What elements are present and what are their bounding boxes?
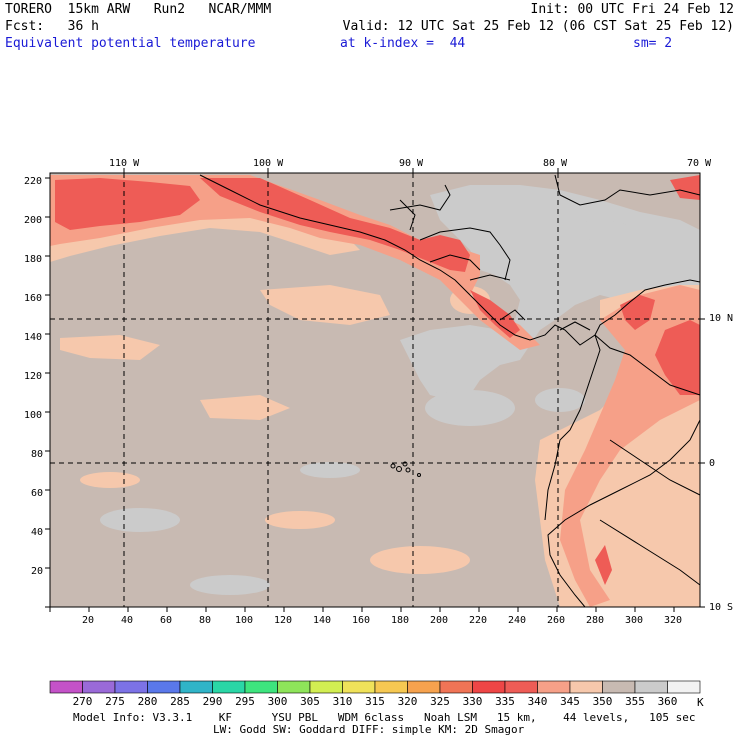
bottom-axis-label: 80 <box>199 615 212 626</box>
bottom-axis-label: 260 <box>547 615 566 626</box>
colorbar-swatch <box>82 680 116 694</box>
colorbar-label: 325 <box>430 695 450 708</box>
grey-patches <box>100 185 700 595</box>
colorbar-swatch <box>667 680 701 694</box>
left-axis-label: 140 <box>24 332 43 343</box>
left-axis-label: 80 <box>31 449 44 460</box>
colorbar-label: 335 <box>495 695 515 708</box>
left-axis-label: 40 <box>31 527 44 538</box>
colorbar-label: 305 <box>300 695 320 708</box>
coastlines <box>199 174 701 608</box>
colorbar-swatch <box>504 680 538 694</box>
colorbar <box>49 680 701 694</box>
colorbar-label: 280 <box>137 695 158 708</box>
colorbar-swatch <box>309 680 343 694</box>
left-axis-label: 60 <box>31 488 44 499</box>
top-axis-label: 100 W <box>253 158 284 169</box>
run-label: Run2 <box>153 2 186 17</box>
model-name: TORERO <box>5 2 52 17</box>
colorbar-swatch <box>407 680 441 694</box>
model-resolution: 15km ARW <box>67 2 131 17</box>
colorbar-swatch <box>602 680 636 694</box>
left-axis-label: 220 <box>24 176 43 187</box>
colorbar-swatch <box>634 680 668 694</box>
field-name: Equivalent potential temperature <box>5 36 256 51</box>
top-axis-label: 110 W <box>109 158 140 169</box>
galapagos-islands <box>390 461 421 477</box>
bottom-axis-label: 180 <box>391 615 410 626</box>
bottom-axis-label: 280 <box>586 615 605 626</box>
bottom-axis-label: 20 <box>82 615 95 626</box>
bottom-axis-label: 120 <box>274 615 293 626</box>
colorbar-label: 345 <box>560 695 580 708</box>
colorbar-label: 350 <box>592 695 613 708</box>
top-axis-label: 70 W <box>687 158 712 169</box>
colorbar-swatch <box>244 680 278 694</box>
smoothing-info: sm= 2 <box>633 36 673 51</box>
top-axis-label: 80 W <box>543 158 568 169</box>
left-axis-label: 160 <box>24 293 43 304</box>
organization: NCAR/MMM <box>208 2 272 17</box>
colorbar-swatch <box>569 680 603 694</box>
colorbar-label: 355 <box>625 695 645 708</box>
colorbar-swatch <box>49 680 83 694</box>
left-axis-label: 180 <box>24 254 43 265</box>
model-info-line2: LW: Godd SW: Goddard DIFF: simple KM: 2D… <box>213 723 525 736</box>
top-axis-label: 90 W <box>399 158 424 169</box>
left-axis-label: 120 <box>24 371 43 382</box>
colorbar-label: 285 <box>170 695 190 708</box>
colorbar-label: 300 <box>267 695 288 708</box>
init-time: Init: 00 UTC Fri 24 Feb 12 <box>530 2 735 17</box>
bottom-axis-label: 320 <box>664 615 683 626</box>
colorbar-swatch <box>472 680 506 694</box>
colorbar-label: 315 <box>365 695 385 708</box>
colorbar-swatch <box>537 680 571 694</box>
bottom-axis-label: 200 <box>430 615 449 626</box>
forecast-label: Fcst: <box>5 19 45 34</box>
colorbar-label: 275 <box>105 695 125 708</box>
latlon-grid <box>50 173 700 607</box>
plot-area <box>45 168 705 612</box>
bottom-axis-label: 140 <box>313 615 332 626</box>
plot-frame <box>49 172 701 608</box>
bottom-axis-label: 60 <box>160 615 173 626</box>
colorbar-label: 340 <box>527 695 548 708</box>
colorbar-swatch <box>277 680 311 694</box>
left-axis-label: 200 <box>24 215 43 226</box>
colorbar-unit: K <box>697 696 704 709</box>
colorbar-label: 320 <box>397 695 418 708</box>
colorbar-label: 310 <box>332 695 353 708</box>
left-axis-label: 100 <box>24 410 43 421</box>
colorbar-label: 295 <box>235 695 255 708</box>
bottom-axis-label: 300 <box>625 615 644 626</box>
bottom-axis-label: 160 <box>352 615 371 626</box>
axis-ticks <box>45 168 705 612</box>
valid-time: Valid: 12 UTC Sat 25 Feb 12 (06 CST Sat … <box>342 19 734 34</box>
colorbar-swatch <box>114 680 148 694</box>
colorbar-label: 270 <box>72 695 93 708</box>
bottom-axis-label: 220 <box>469 615 488 626</box>
model-info-line1: Model Info: V3.3.1 KF YSU PBL WDM 6class… <box>73 711 696 724</box>
colorbar-label: 360 <box>657 695 678 708</box>
bottom-axis-label: 240 <box>508 615 527 626</box>
level-info: at k-index = 44 <box>340 36 466 51</box>
bottom-axis-label: 40 <box>121 615 134 626</box>
colorbar-swatch <box>212 680 246 694</box>
colorbar-swatch <box>374 680 408 694</box>
colorbar-swatch <box>147 680 181 694</box>
right-axis-label: 10 N <box>709 313 734 324</box>
colorbar-swatch <box>179 680 213 694</box>
bottom-axis-label: 100 <box>235 615 254 626</box>
forecast-hour: 36 h <box>67 19 99 34</box>
right-axis-label: 10 S <box>709 602 734 613</box>
colorbar-swatch <box>342 680 376 694</box>
right-axis-label: 0 <box>709 458 716 469</box>
colorbar-label: 290 <box>202 695 223 708</box>
colorbar-swatch <box>439 680 473 694</box>
colorbar-label: 330 <box>462 695 483 708</box>
left-axis-label: 20 <box>31 566 44 577</box>
